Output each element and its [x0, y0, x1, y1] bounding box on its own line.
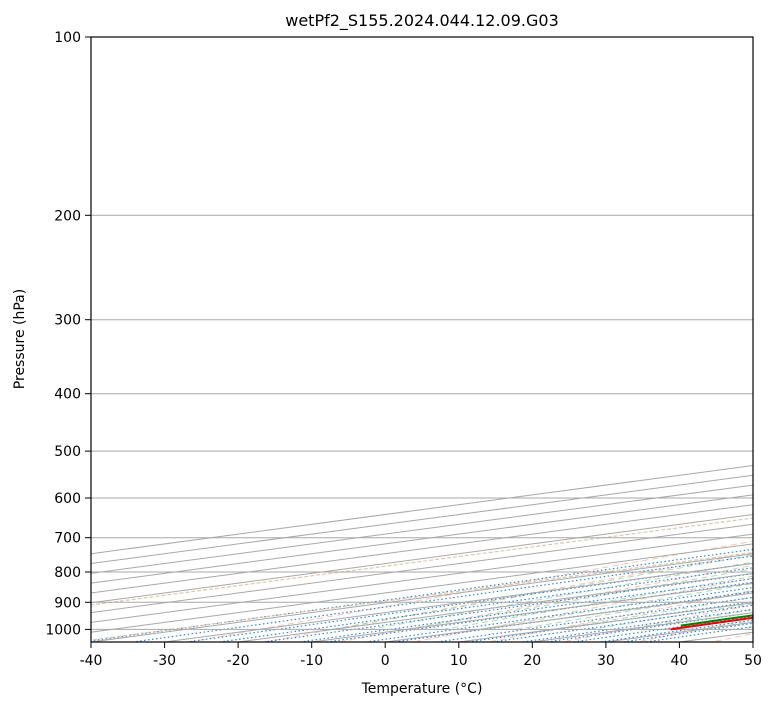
dry-adiabat — [336, 564, 753, 642]
y-tick-label: 700 — [54, 531, 81, 547]
isotherm — [311, 582, 753, 642]
y-tick-label: 200 — [54, 208, 81, 224]
isotherm — [385, 592, 753, 642]
dry-adiabat — [752, 37, 775, 649]
y-tick-label: 400 — [54, 387, 81, 403]
x-tick-label: 30 — [597, 653, 615, 669]
x-tick-label: -40 — [80, 653, 103, 669]
isotherm — [91, 494, 753, 584]
temperature-line — [670, 616, 753, 631]
mixing-ratio-line — [295, 578, 753, 642]
chart-title: wetPf2_S155.2024.044.12.09.G03 — [285, 11, 559, 31]
x-tick-label: 20 — [523, 653, 541, 669]
sounding-profiles — [670, 614, 753, 631]
x-tick-label: 50 — [744, 653, 762, 669]
moist-adiabat — [663, 615, 753, 630]
isotherm — [91, 484, 753, 574]
moist-adiabat — [699, 620, 753, 630]
x-tick-label: 10 — [450, 653, 468, 669]
y-tick-label: 300 — [54, 313, 81, 329]
isotherm — [752, 641, 753, 642]
y-tick-label: 800 — [54, 565, 81, 581]
mixing-ratio-lines — [91, 548, 753, 642]
x-tick-label: -30 — [153, 653, 176, 669]
isotherm — [91, 464, 753, 555]
x-axis: -40 -30 -20 -10 0 10 20 30 40 50 — [80, 642, 762, 669]
moist-adiabat — [368, 561, 753, 630]
isotherms — [91, 464, 753, 642]
y-axis-title: Pressure (hPa) — [12, 289, 28, 389]
x-tick-label: -10 — [300, 653, 323, 669]
mixing-ratio-line — [361, 587, 753, 642]
dry-adiabat — [634, 618, 753, 642]
moist-adiabat — [405, 568, 753, 630]
dry-adiabats — [186, 37, 775, 649]
isotherm — [532, 612, 753, 642]
moist-adiabat — [736, 626, 753, 630]
y-tick-label: 1000 — [45, 622, 81, 638]
isobars — [91, 37, 753, 630]
dry-adiabat — [186, 540, 753, 642]
mixing-ratio-line — [91, 548, 753, 642]
y-tick-label: 600 — [54, 491, 81, 507]
x-tick-label: 40 — [670, 653, 688, 669]
y-tick-label: 500 — [54, 444, 81, 460]
isotherm — [458, 602, 753, 642]
isotherm — [91, 474, 753, 565]
moist-adiabat — [589, 603, 753, 630]
mixing-ratio-line — [432, 596, 753, 642]
x-tick-label: 0 — [381, 653, 390, 669]
ccl-curve — [91, 551, 753, 641]
ccl-curve — [91, 517, 753, 606]
isotherm — [91, 543, 753, 633]
plot-area: -100-90-80-70-60-50-40-30-20-10010203040… — [91, 37, 775, 649]
y-axis: 100 200 300 400 500 600 700 800 900 1000 — [45, 30, 91, 638]
y-tick-label: 900 — [54, 595, 81, 611]
isotherm — [91, 553, 753, 642]
isotherm — [91, 523, 753, 614]
dry-adiabat — [485, 590, 753, 642]
y-tick-label: 100 — [54, 30, 81, 46]
isotherm — [605, 621, 753, 642]
isotherm — [91, 514, 753, 604]
x-axis-title: Temperature (°C) — [361, 681, 483, 697]
isotherm — [91, 504, 753, 594]
plot-frame — [90, 36, 754, 643]
isotherm — [91, 533, 753, 623]
ccl-curves — [91, 517, 753, 641]
mixing-ratio-line — [488, 604, 753, 642]
x-tick-label: -20 — [227, 653, 250, 669]
dry-adiabat — [261, 552, 753, 642]
